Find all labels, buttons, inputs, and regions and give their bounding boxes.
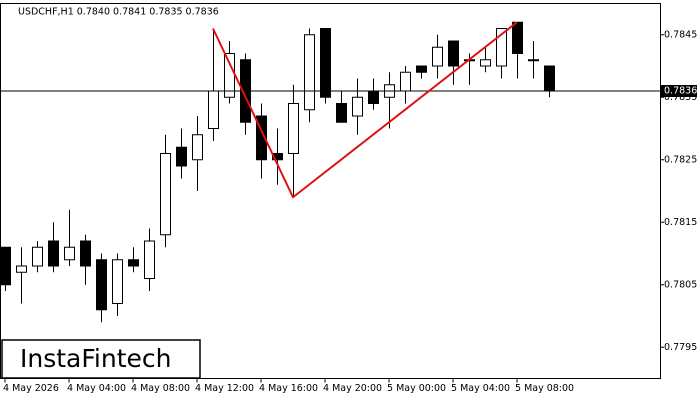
bull-body xyxy=(496,28,507,67)
bull-body xyxy=(112,259,123,304)
logo: InstaFintech xyxy=(20,344,172,373)
bull-body xyxy=(208,90,219,129)
bull-body xyxy=(16,265,27,273)
x-tick-label: 4 May 04:00 xyxy=(67,383,126,394)
x-tick-label: 5 May 04:00 xyxy=(451,383,510,394)
x-tick-label: 4 May 08:00 xyxy=(131,383,190,394)
bull-body xyxy=(528,59,539,62)
price-label: 0.7836 xyxy=(664,86,697,97)
bull-body xyxy=(400,71,411,92)
logo-box xyxy=(1,339,201,379)
x-tick-label: 4 May 20:00 xyxy=(323,383,382,394)
x-tick-label: 5 May 00:00 xyxy=(387,383,446,394)
plot-frame xyxy=(0,3,661,379)
bear-body xyxy=(544,65,555,92)
bear-body xyxy=(176,146,187,167)
bull-body xyxy=(432,46,443,67)
bear-body xyxy=(368,90,379,104)
pattern-line xyxy=(212,21,518,199)
x-tick-label: 4 May 2026 xyxy=(3,383,59,394)
chart-title: USDCHF,H1 0.7840 0.7841 0.7835 0.7836 xyxy=(18,7,219,18)
bull-body xyxy=(64,246,75,261)
price-label-bg xyxy=(661,85,697,97)
y-tick-label: 0.7795 xyxy=(664,342,697,353)
bull-body xyxy=(288,103,299,154)
bear-body xyxy=(80,240,91,267)
bear-body xyxy=(0,246,11,286)
bear-body xyxy=(512,21,523,54)
bull-body xyxy=(144,240,155,279)
y-tick-label: 0.7815 xyxy=(664,217,697,228)
bear-body xyxy=(96,259,107,311)
x-tick-label: 5 May 08:00 xyxy=(515,383,574,394)
bull-body xyxy=(32,246,43,267)
bear-body xyxy=(272,153,283,161)
bear-body xyxy=(48,240,59,267)
y-tick-label: 0.7835 xyxy=(664,92,697,103)
bull-body xyxy=(304,34,315,111)
bear-body xyxy=(256,115,267,161)
x-tick-label: 4 May 16:00 xyxy=(259,383,318,394)
bull-body xyxy=(480,59,491,67)
bear-body xyxy=(336,103,347,123)
bear-body xyxy=(448,40,459,67)
bull-body xyxy=(192,134,203,161)
y-tick-label: 0.7825 xyxy=(664,154,697,165)
bear-body xyxy=(320,28,331,98)
x-tick-label: 4 May 12:00 xyxy=(195,383,254,394)
bull-body xyxy=(160,153,171,236)
y-tick-label: 0.7845 xyxy=(664,29,697,40)
bear-body xyxy=(128,259,139,267)
bear-body xyxy=(416,65,427,73)
y-tick-label: 0.7805 xyxy=(664,279,697,290)
bull-body xyxy=(352,96,363,117)
